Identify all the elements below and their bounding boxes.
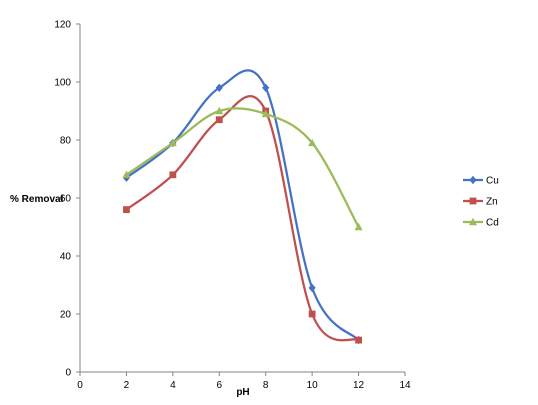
series-zn-point	[355, 336, 362, 344]
series-zn-line	[125, 95, 360, 342]
x-axis-title: pH	[236, 387, 249, 398]
legend-label-cd: Cd	[486, 218, 499, 229]
legend-marker-zn	[469, 197, 477, 205]
series-cd-point	[168, 138, 177, 147]
x-tick-label: 10	[307, 380, 319, 391]
x-tick-label: 6	[217, 380, 223, 391]
series-cu-point	[262, 83, 270, 92]
y-tick-label: 0	[65, 368, 71, 379]
series-cd-point	[122, 170, 131, 178]
x-tick-label: 4	[170, 380, 176, 391]
legend: Cu Zn Cd	[463, 176, 499, 229]
y-tick-label: 80	[60, 136, 72, 147]
legend-marker-cd	[469, 217, 477, 226]
legend-label-cu: Cu	[486, 176, 499, 187]
x-tick-label: 12	[353, 380, 365, 391]
axes: 0 20 40 60 80 100 120 0 2 4 6 8 10 12 14	[54, 20, 411, 392]
legend-item-zn: Zn	[463, 197, 498, 208]
series-cu-point	[308, 283, 316, 293]
legend-item-cd: Cd	[463, 218, 499, 229]
series-zn-point	[308, 310, 316, 318]
series-cd-line	[125, 107, 360, 229]
series-cu-point	[215, 83, 223, 92]
legend-item-cu: Cu	[463, 176, 499, 187]
x-tick-label: 0	[77, 380, 83, 391]
y-tick-label: 20	[60, 310, 72, 321]
series-cd-point	[215, 106, 224, 115]
series-cu-line	[125, 69, 360, 342]
series-zn-point	[123, 206, 130, 213]
series-cd-point	[261, 109, 270, 118]
y-tick-label: 40	[60, 252, 72, 263]
y-axis-title: % Removal	[10, 194, 64, 205]
legend-marker-cu	[469, 175, 477, 185]
series-cd-point	[308, 138, 317, 147]
series-zn-point	[169, 171, 177, 179]
series-cd-point	[354, 222, 363, 231]
x-tick-label: 8	[263, 380, 269, 391]
series-zn-point	[215, 116, 223, 124]
x-tick-label: 14	[399, 380, 411, 391]
series-zn	[123, 95, 362, 344]
legend-label-zn: Zn	[486, 197, 498, 208]
series-layer	[122, 69, 363, 345]
y-tick-label: 60	[60, 194, 72, 205]
y-tick-label: 100	[54, 78, 71, 89]
x-tick-label: 2	[124, 380, 130, 391]
y-tick-label: 120	[54, 20, 71, 31]
series-cu	[122, 69, 363, 345]
series-cd	[122, 106, 363, 231]
